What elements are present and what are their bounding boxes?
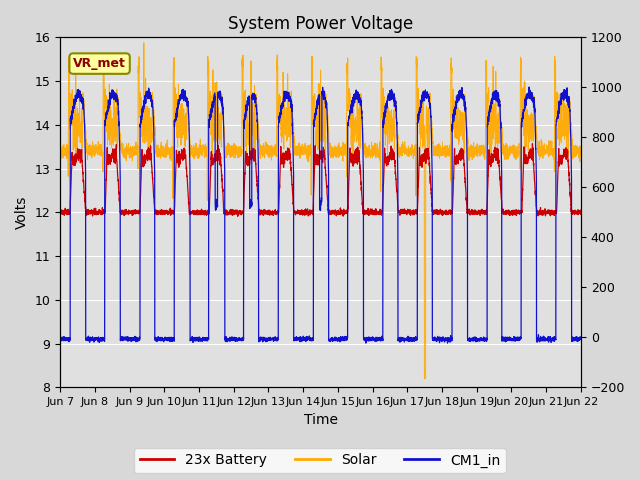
Text: VR_met: VR_met xyxy=(73,57,126,70)
Y-axis label: Volts: Volts xyxy=(15,196,29,229)
Title: System Power Voltage: System Power Voltage xyxy=(228,15,413,33)
Legend: 23x Battery, Solar, CM1_in: 23x Battery, Solar, CM1_in xyxy=(134,448,506,473)
X-axis label: Time: Time xyxy=(303,413,337,427)
